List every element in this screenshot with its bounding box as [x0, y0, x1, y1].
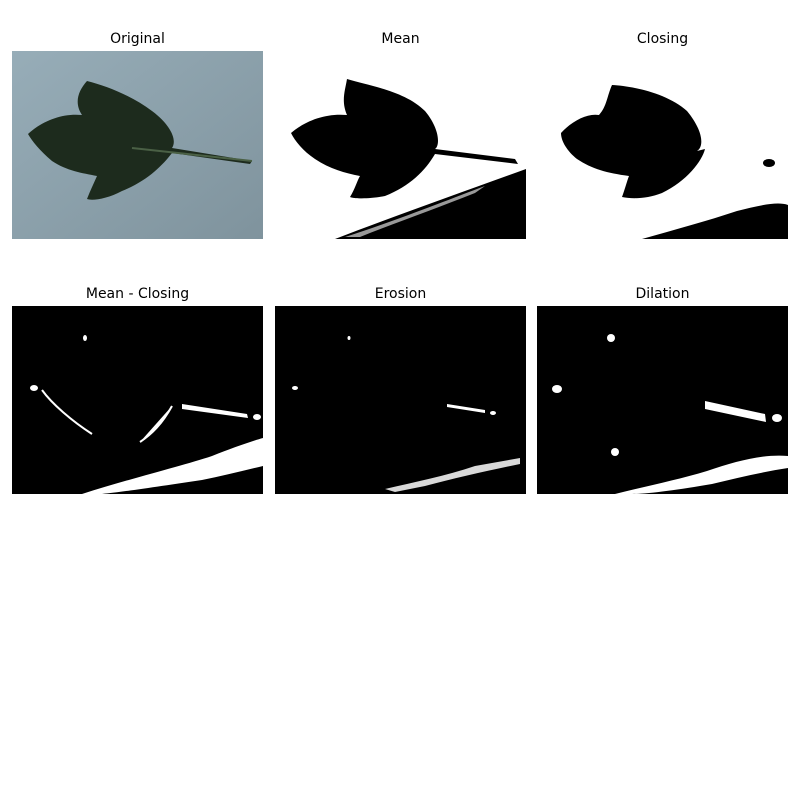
panel-title-closing: Closing [636, 31, 689, 47]
panel-title-original: Original [110, 31, 165, 47]
panel-title-dilation: Dilation [635, 286, 690, 302]
noise-region [82, 438, 263, 494]
erosion-image [275, 306, 526, 494]
panel-original: Original [12, 31, 263, 239]
dilation-image [537, 306, 788, 494]
mean-closing-image [12, 306, 263, 494]
panel-closing: Closing [537, 31, 788, 239]
panel-title-erosion: Erosion [374, 286, 427, 302]
noise-region [615, 455, 788, 494]
noise-region [335, 169, 526, 239]
leaf-mask [291, 79, 518, 199]
panel-erosion: Erosion [275, 286, 526, 494]
original-image [12, 51, 263, 239]
panel-title-mean-closing: Mean - Closing [85, 286, 190, 302]
panel-mean-closing: Mean - Closing [12, 286, 263, 494]
panel-mean: Mean [275, 31, 526, 239]
closing-image [537, 51, 788, 239]
panel-dilation: Dilation [537, 286, 788, 494]
panel-title-mean: Mean [381, 31, 420, 47]
noise-region [642, 203, 788, 239]
mean-image [275, 51, 526, 239]
leaf-shape [28, 81, 252, 200]
leaf-mask [561, 85, 705, 199]
